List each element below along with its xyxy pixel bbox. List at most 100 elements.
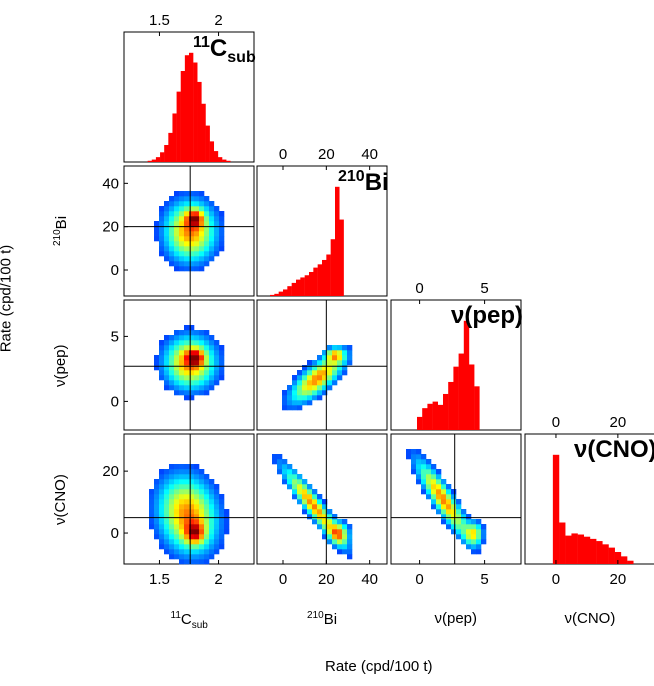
density-cell	[456, 499, 462, 505]
density-cell	[204, 549, 210, 555]
density-cell	[411, 469, 417, 475]
density-cell	[194, 345, 200, 351]
density-cell	[411, 454, 417, 460]
density-cell	[189, 231, 195, 237]
density-cell	[169, 226, 175, 232]
density-cell	[327, 380, 333, 386]
density-cell	[184, 345, 190, 351]
density-cell	[411, 449, 417, 455]
density-cell	[189, 221, 195, 227]
density-cell	[199, 534, 205, 540]
density-cell	[312, 494, 318, 500]
density-cell	[169, 360, 175, 366]
density-cell	[327, 509, 333, 515]
density-cell	[421, 469, 427, 475]
density-cell	[184, 325, 190, 331]
density-cell	[204, 261, 210, 267]
density-cell	[199, 385, 205, 391]
density-cell	[169, 474, 175, 480]
density-cell	[302, 370, 308, 376]
histogram-bar	[432, 401, 438, 430]
density-cell	[194, 191, 200, 197]
density-cell	[209, 221, 215, 227]
density-cell	[174, 201, 180, 207]
density-cell	[174, 360, 180, 366]
density-cell	[307, 375, 313, 381]
density-cell	[169, 554, 175, 560]
density-cell	[179, 261, 185, 267]
density-cell	[169, 370, 175, 376]
density-cell	[174, 206, 180, 212]
density-cell	[214, 360, 220, 366]
density-cell	[302, 484, 308, 490]
density-cell	[214, 489, 220, 495]
density-cell	[347, 355, 353, 361]
density-cell	[282, 400, 288, 406]
histogram-bar	[474, 386, 480, 430]
density-cell	[214, 365, 220, 371]
density-cell	[194, 231, 200, 237]
density-cell	[219, 355, 225, 361]
histogram-bar	[309, 271, 314, 296]
density-cell	[194, 221, 200, 227]
density-cell	[164, 479, 170, 485]
density-cell	[416, 479, 422, 485]
density-cell	[194, 539, 200, 545]
density-cell	[199, 365, 205, 371]
density-cell	[199, 236, 205, 242]
density-cell	[219, 236, 225, 242]
density-cell	[302, 489, 308, 495]
density-cell	[441, 519, 447, 525]
density-cell	[219, 499, 225, 505]
density-cell	[327, 370, 333, 376]
density-cell	[214, 544, 220, 550]
density-cell	[287, 390, 293, 396]
density-cell	[302, 400, 308, 406]
histogram-bar	[296, 279, 301, 296]
density-cell	[194, 251, 200, 257]
density-cell	[204, 221, 210, 227]
density-cell	[164, 251, 170, 257]
density-cell	[342, 360, 348, 366]
density-c11-pep	[154, 325, 225, 401]
density-cell	[224, 509, 230, 515]
histogram-bar	[437, 404, 444, 430]
density-cell	[159, 529, 165, 535]
density-cell	[184, 216, 190, 222]
density-cell	[179, 464, 185, 470]
density-cell	[219, 246, 225, 252]
density-cell	[312, 504, 318, 510]
density-cell	[456, 524, 462, 530]
density-cell	[189, 524, 195, 530]
density-cell	[466, 514, 472, 520]
density-cell	[426, 464, 432, 470]
density-cell	[204, 236, 210, 242]
density-cell	[214, 519, 220, 525]
density-cell	[214, 549, 220, 555]
density-cell	[199, 539, 205, 545]
density-cell	[154, 355, 160, 361]
density-cell	[292, 489, 298, 495]
histogram-bar	[453, 366, 459, 430]
density-cell	[189, 355, 195, 361]
density-cell	[282, 405, 288, 411]
density-cell	[169, 489, 175, 495]
tick-label-top-bi210: 20	[318, 146, 335, 163]
density-cell	[204, 494, 210, 500]
density-cell	[332, 345, 338, 351]
density-cell	[189, 529, 195, 535]
density-cell	[169, 380, 175, 386]
density-cell	[209, 484, 215, 490]
density-cell	[451, 499, 457, 505]
density-cell	[189, 559, 195, 565]
density-cell	[461, 509, 467, 515]
density-cell	[214, 211, 220, 217]
density-cell	[174, 266, 180, 272]
density-cell	[204, 499, 210, 505]
density-cell	[312, 390, 318, 396]
density-cell	[312, 519, 318, 525]
density-cell	[164, 529, 170, 535]
density-cell	[297, 494, 303, 500]
density-cell	[189, 350, 195, 356]
density-cell	[214, 529, 220, 535]
